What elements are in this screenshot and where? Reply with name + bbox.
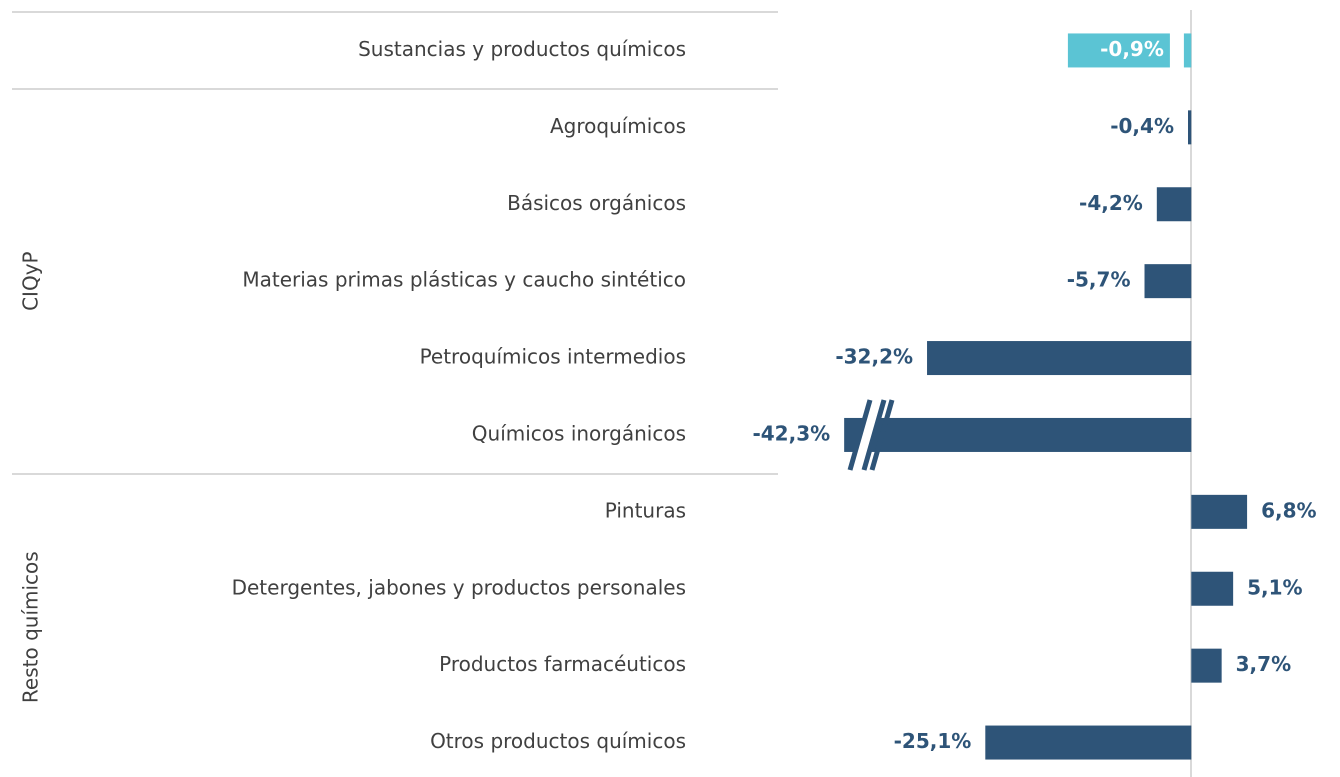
category-label: Químicos inorgánicos [472,421,686,445]
category-label: Otros productos químicos [430,729,686,753]
value-label: -42,3% [752,421,830,445]
category-label: Materias primas plásticas y caucho sinté… [242,268,686,292]
bar [1183,33,1192,68]
value-label: 3,7% [1236,652,1291,676]
category-label: Pinturas [605,498,686,522]
break-mark [861,399,887,471]
value-label: -5,7% [1067,268,1131,292]
break-mark [869,399,895,471]
category-label: Básicos orgánicos [507,191,686,215]
value-label: -0,9% [1100,37,1164,61]
group-label: Resto químicos [19,551,43,703]
bar [927,341,1192,376]
value-label: -0,4% [1110,114,1174,138]
category-label: Agroquímicos [550,114,686,138]
category-label: Petroquímicos intermedios [420,345,686,369]
bar [1156,187,1192,222]
category-label: Productos farmacéuticos [439,652,686,676]
value-label: -32,2% [835,345,913,369]
axis-break [847,399,895,471]
label-background [1067,33,1170,68]
value-label: 6,8% [1261,498,1316,522]
break-gap [852,400,882,470]
bar [1191,494,1248,529]
bar [1144,264,1192,299]
value-label: 5,1% [1247,575,1302,599]
bar [985,725,1192,760]
group-label: CIQyP [19,251,43,311]
category-label: Sustancias y productos químicos [358,37,686,61]
bar [844,417,1192,452]
category-label: Detergentes, jabones y productos persona… [232,575,686,599]
break-mark [847,399,873,471]
bar [1188,110,1192,145]
value-label: -4,2% [1079,191,1143,215]
bar [1191,648,1222,683]
value-label: -25,1% [894,729,972,753]
bar [1191,571,1234,606]
bars [844,33,1248,760]
